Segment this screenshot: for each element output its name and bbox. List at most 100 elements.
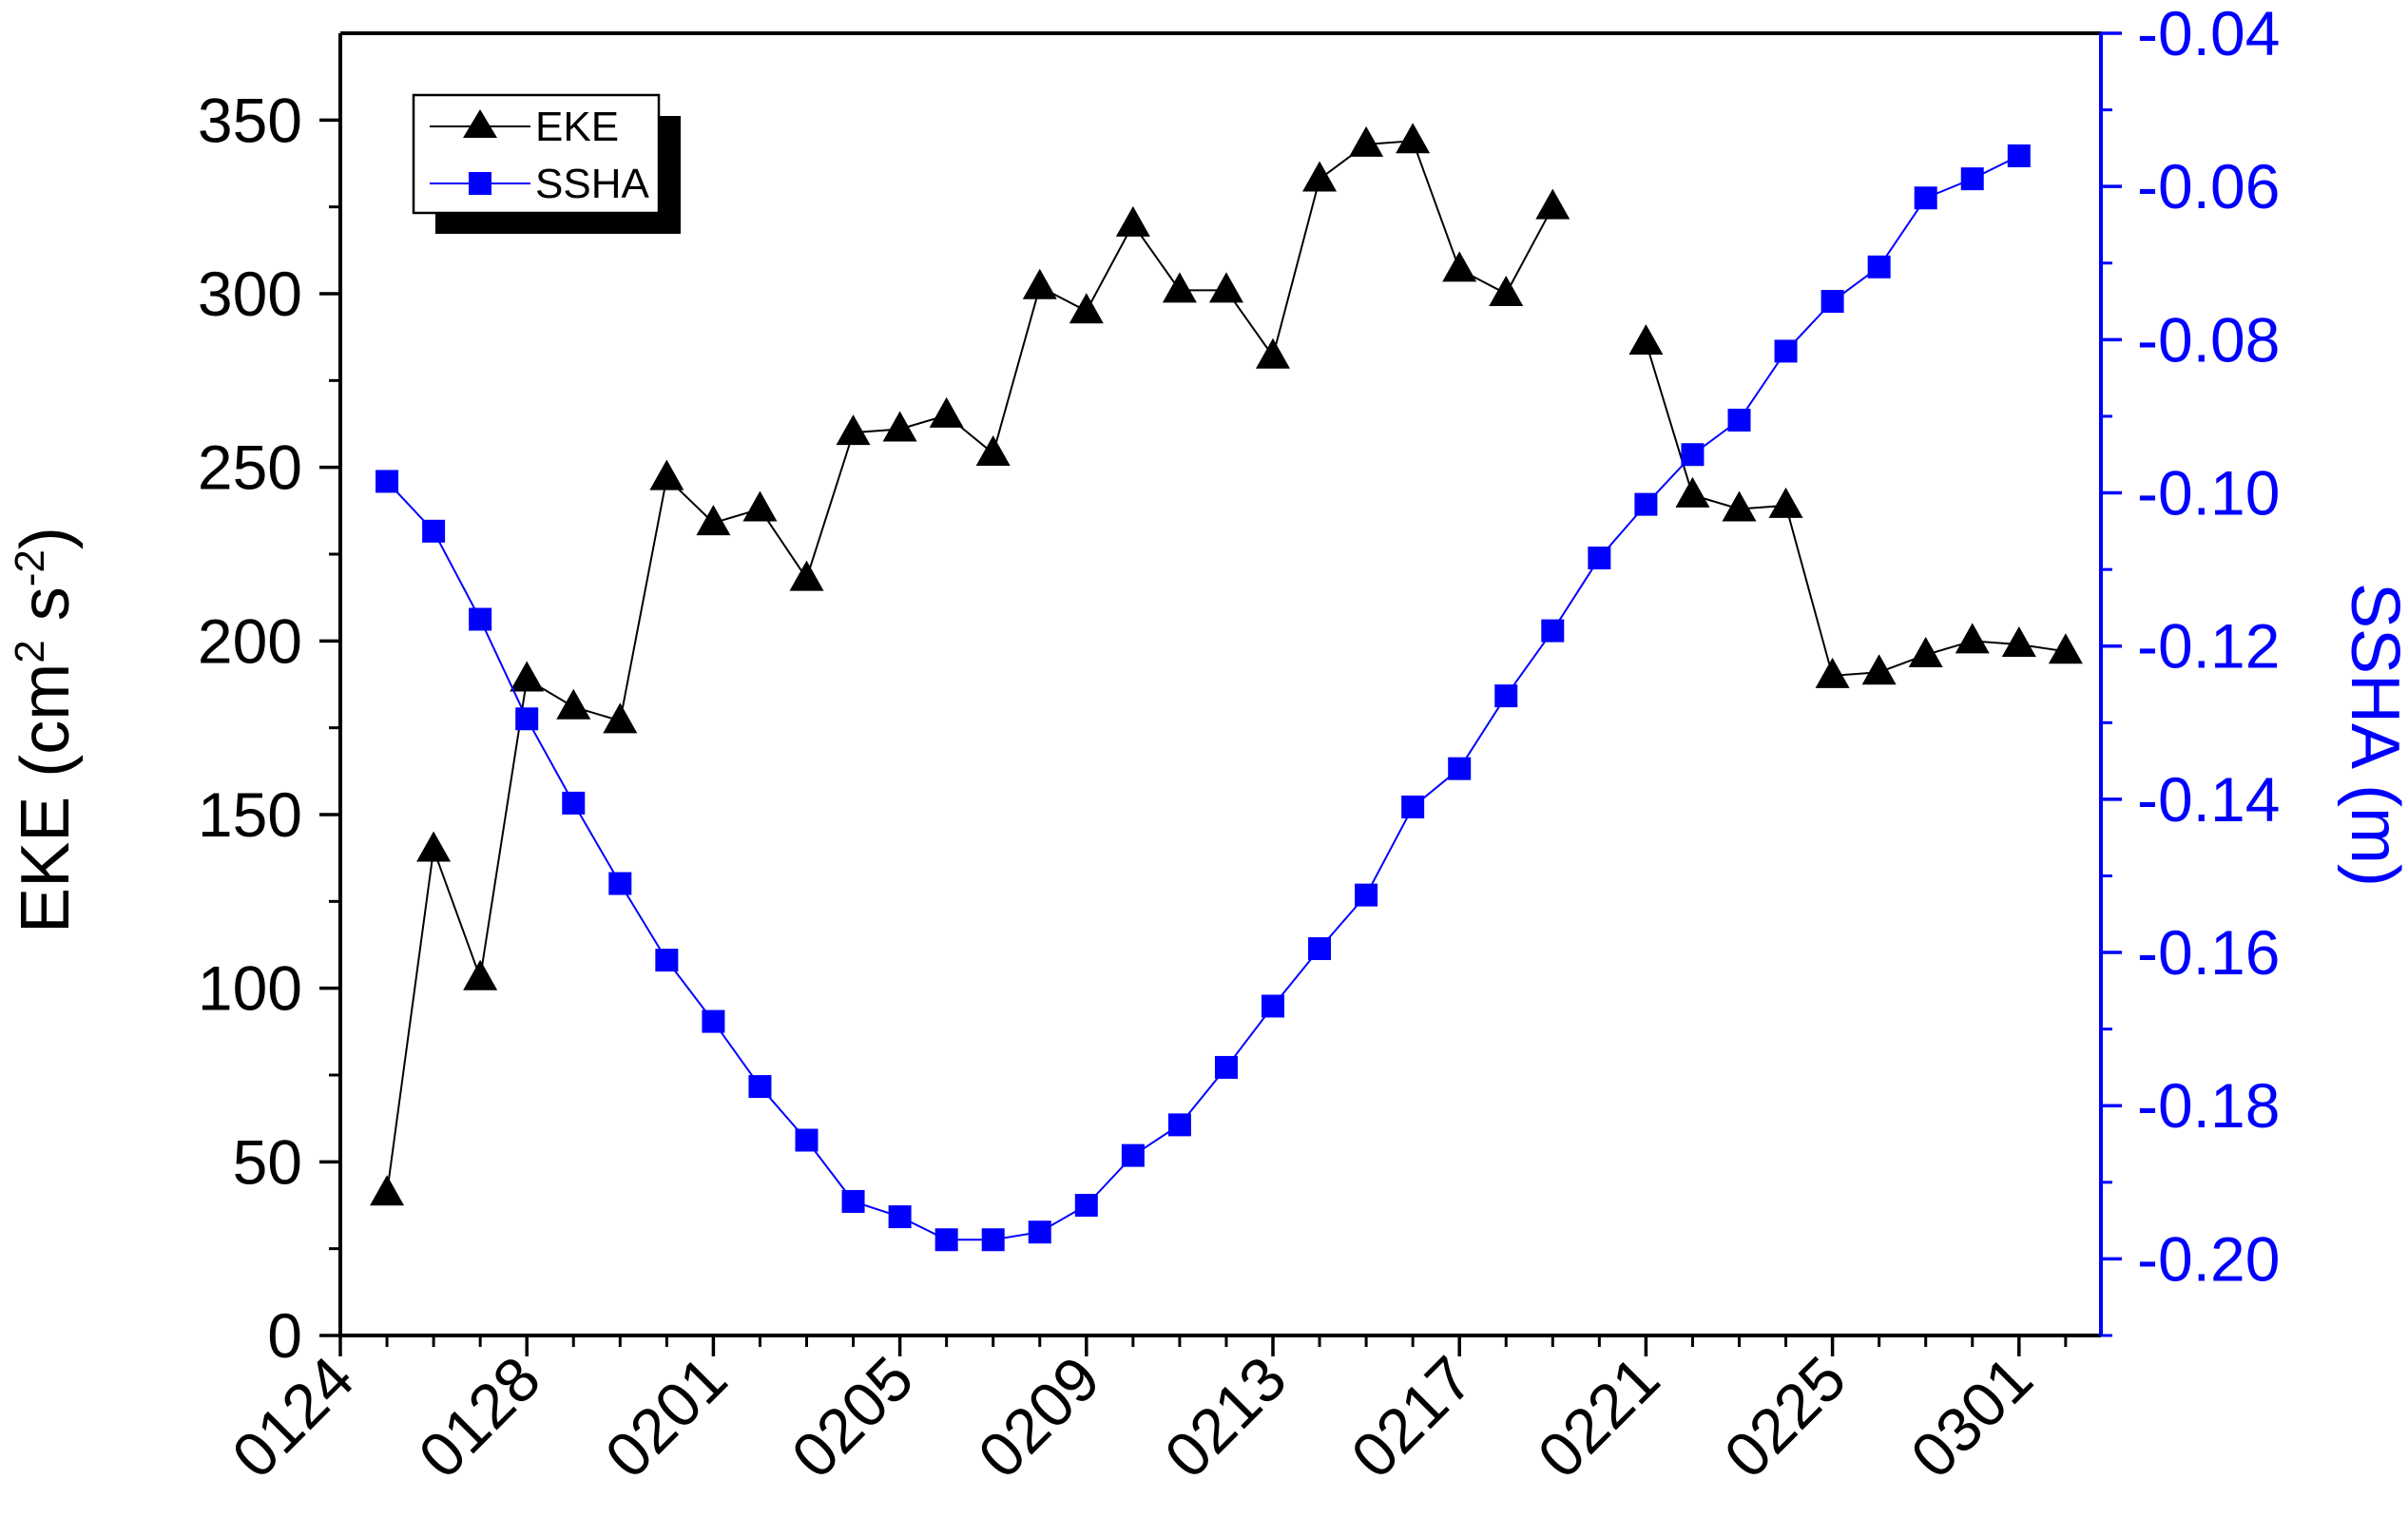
eke-point <box>1022 268 1057 299</box>
ssha-point <box>1121 1143 1145 1167</box>
y-left-tick-label: 50 <box>233 1126 302 1197</box>
series-line-ssha <box>386 155 2020 1241</box>
legend-box <box>412 93 661 215</box>
eke-point <box>1256 337 1290 369</box>
eke-point <box>1722 490 1757 522</box>
y-axis-right-title: SSHA (m) <box>2337 583 2408 887</box>
eke-point <box>1442 251 1477 282</box>
ssha-point <box>1074 1194 1098 1217</box>
ssha-point <box>1867 255 1891 279</box>
ssha-point <box>1588 547 1611 570</box>
legend-eke-marker <box>463 109 497 138</box>
ssha-point <box>608 872 632 895</box>
y-left-tick-label: 0 <box>267 1300 302 1371</box>
ssha-point <box>1960 167 1984 191</box>
eke-point <box>836 414 871 446</box>
eke-point <box>1861 654 1897 685</box>
y-right-tick-label: -0.20 <box>2137 1223 2280 1294</box>
ssha-point <box>1681 443 1705 467</box>
x-tick-label: 0217 <box>1338 1343 1486 1491</box>
eke-point <box>1396 123 1431 154</box>
ssha-point <box>1214 1055 1238 1079</box>
y-right-tick-label: -0.04 <box>2137 0 2280 68</box>
ssha-point <box>515 707 539 731</box>
ssha-point <box>1494 684 1518 708</box>
ssha-point <box>981 1228 1005 1252</box>
eke-point <box>742 490 778 522</box>
ssha-point <box>1448 757 1472 780</box>
ssha-point <box>1308 937 1332 961</box>
ssha-point <box>1727 408 1751 432</box>
ssha-point <box>562 791 586 815</box>
x-tick-label: 0128 <box>405 1343 553 1491</box>
y-right-tick-label: -0.18 <box>2137 1070 2280 1141</box>
y-axis-left-title: EKE (cm2 s-2) <box>7 527 84 933</box>
eke-point <box>649 459 684 490</box>
legend: EKE SSHA <box>412 93 681 234</box>
eke-point <box>1628 324 1664 355</box>
y-right-tick-label: -0.08 <box>2137 304 2280 375</box>
x-tick-label: 0213 <box>1151 1343 1300 1491</box>
eke-point <box>1955 623 1990 654</box>
eke-point <box>2001 625 2036 657</box>
eke-point <box>882 411 917 442</box>
y-left-tick-label: 150 <box>198 779 302 850</box>
ssha-point <box>888 1205 912 1229</box>
eke-point <box>556 688 591 720</box>
y-left-tick-label: 300 <box>198 259 302 329</box>
ssha-point <box>1634 492 1658 516</box>
ssha-point <box>655 949 679 972</box>
y-right-tick-label: -0.12 <box>2137 611 2280 682</box>
y-left-tick-label: 100 <box>198 953 302 1024</box>
eke-point <box>1115 205 1150 237</box>
ssha-point <box>376 470 399 493</box>
eke-point <box>1768 487 1803 518</box>
eke-point <box>510 661 545 692</box>
ssha-point <box>1167 1113 1191 1137</box>
eke-point <box>1349 125 1384 157</box>
ssha-point <box>1028 1220 1051 1244</box>
eke-point <box>1908 636 1943 667</box>
ssha-point <box>934 1228 958 1252</box>
ssha-point <box>1820 290 1844 314</box>
x-tick-label: 0209 <box>965 1343 1113 1491</box>
y-right-tick-label: -0.10 <box>2137 458 2280 528</box>
ssha-point <box>1914 186 1937 210</box>
eke-point <box>789 560 824 591</box>
ssha-point <box>841 1189 865 1213</box>
x-tick-label: 0201 <box>591 1343 740 1491</box>
y-left-tick-label: 250 <box>198 432 302 503</box>
ssha-point <box>422 519 446 543</box>
y-left-tick-label: 350 <box>198 85 302 155</box>
ssha-point <box>469 607 492 631</box>
eke-point <box>463 959 498 990</box>
ssha-point <box>748 1075 772 1099</box>
ssha-point <box>1355 883 1378 907</box>
x-tick-label: 0205 <box>778 1343 926 1491</box>
ssha-point <box>1774 339 1798 363</box>
legend-ssha-label: SSHA <box>535 161 649 207</box>
eke-point <box>929 396 964 428</box>
x-tick-label: 0221 <box>1524 1343 1672 1491</box>
eke-point <box>1208 272 1243 303</box>
eke-point <box>603 702 638 734</box>
eke-point <box>370 1175 405 1206</box>
legend-ssha-marker <box>469 172 491 195</box>
ssha-point <box>1401 795 1425 818</box>
ssha-point <box>2007 144 2031 167</box>
eke-point <box>1815 657 1850 688</box>
ssha-point <box>1262 994 1284 1018</box>
eke-point <box>1535 188 1570 220</box>
eke-point <box>1675 476 1710 508</box>
series-line-eke <box>386 140 1554 1194</box>
ssha-point <box>1541 619 1565 643</box>
eke-point <box>416 831 452 862</box>
x-tick-label: 0225 <box>1710 1343 1859 1491</box>
y-right-tick-label: -0.06 <box>2137 151 2280 221</box>
ssha-point <box>702 1009 725 1033</box>
eke-point <box>975 435 1011 467</box>
x-tick-label: 0301 <box>1898 1343 2046 1491</box>
y-right-tick-label: -0.16 <box>2137 917 2280 988</box>
y-right-tick-label: -0.14 <box>2137 764 2280 835</box>
